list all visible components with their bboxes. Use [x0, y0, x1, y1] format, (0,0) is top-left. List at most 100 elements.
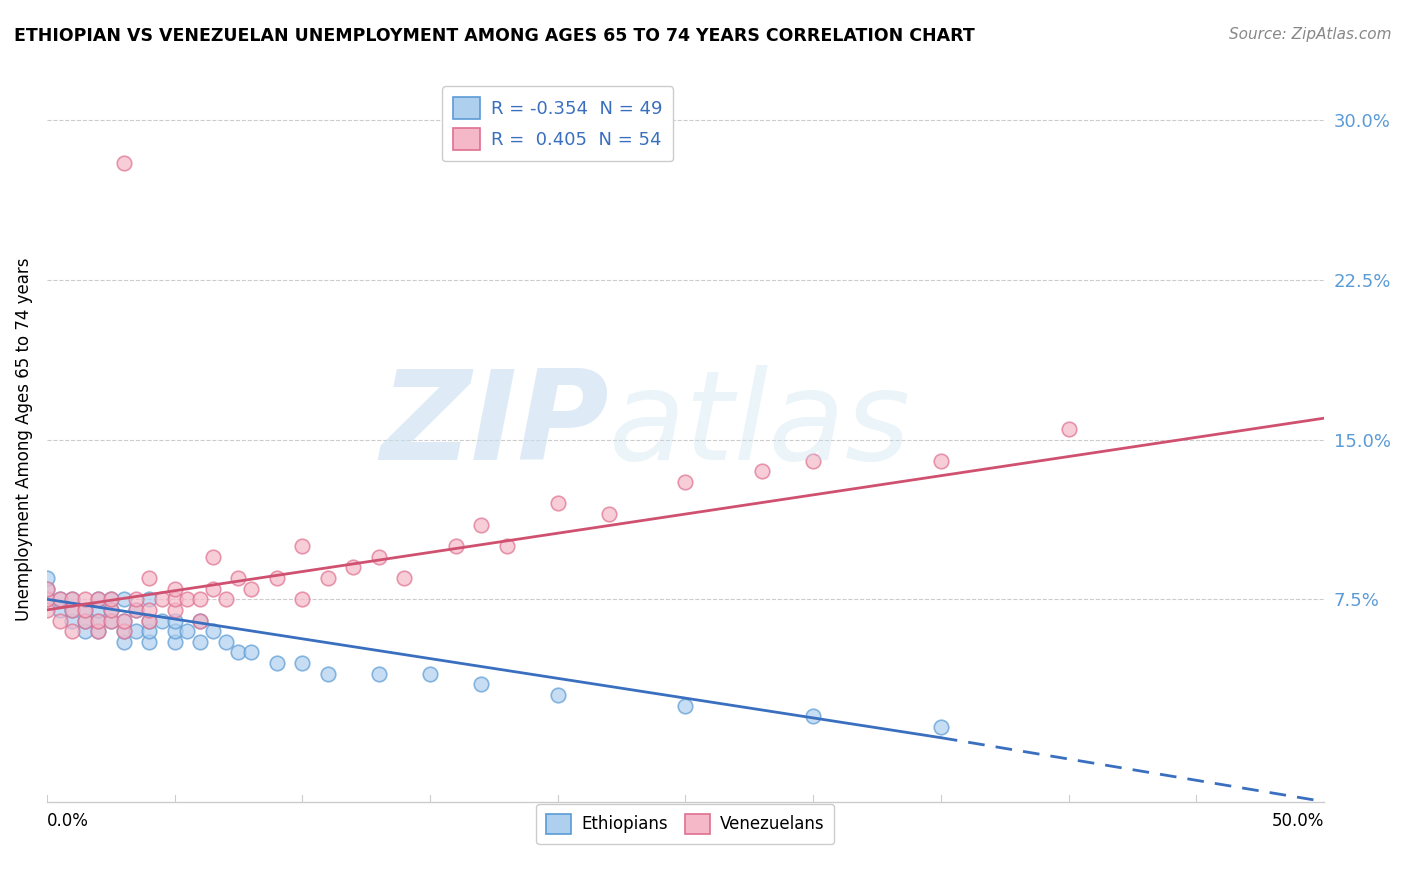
Y-axis label: Unemployment Among Ages 65 to 74 years: Unemployment Among Ages 65 to 74 years	[15, 258, 32, 621]
Point	[316, 666, 339, 681]
Point	[138, 571, 160, 585]
Point	[48, 592, 70, 607]
Point	[75, 592, 97, 607]
Point	[87, 592, 110, 607]
Point	[215, 592, 238, 607]
Point	[75, 603, 97, 617]
Point	[673, 475, 696, 489]
Point	[125, 603, 148, 617]
Point	[35, 603, 58, 617]
Point	[215, 635, 238, 649]
Point	[188, 614, 211, 628]
Point	[35, 592, 58, 607]
Point	[367, 549, 389, 564]
Point	[547, 496, 569, 510]
Point	[163, 614, 186, 628]
Point	[150, 614, 173, 628]
Point	[419, 666, 441, 681]
Point	[48, 614, 70, 628]
Point	[470, 677, 492, 691]
Point	[87, 624, 110, 639]
Point	[176, 624, 198, 639]
Point	[228, 645, 250, 659]
Point	[87, 603, 110, 617]
Text: ZIP: ZIP	[380, 365, 609, 485]
Point	[138, 603, 160, 617]
Point	[100, 603, 122, 617]
Text: 0.0%: 0.0%	[46, 813, 89, 830]
Point	[138, 614, 160, 628]
Point	[48, 603, 70, 617]
Point	[112, 614, 135, 628]
Text: atlas: atlas	[609, 365, 911, 485]
Point	[598, 507, 620, 521]
Point	[112, 624, 135, 639]
Point	[62, 603, 84, 617]
Point	[495, 539, 517, 553]
Point	[62, 592, 84, 607]
Point	[75, 614, 97, 628]
Point	[176, 592, 198, 607]
Point	[112, 624, 135, 639]
Point	[100, 592, 122, 607]
Point	[112, 635, 135, 649]
Point	[87, 624, 110, 639]
Point	[87, 614, 110, 628]
Point	[87, 614, 110, 628]
Point	[125, 603, 148, 617]
Point	[62, 624, 84, 639]
Point	[62, 592, 84, 607]
Point	[240, 645, 263, 659]
Point	[112, 155, 135, 169]
Point	[394, 571, 416, 585]
Point	[342, 560, 364, 574]
Point	[291, 592, 314, 607]
Point	[100, 592, 122, 607]
Point	[751, 465, 773, 479]
Point	[929, 720, 952, 734]
Point	[125, 592, 148, 607]
Point	[673, 698, 696, 713]
Point	[163, 582, 186, 596]
Point	[201, 624, 224, 639]
Point	[201, 582, 224, 596]
Point	[801, 454, 824, 468]
Point	[163, 635, 186, 649]
Point	[291, 539, 314, 553]
Point	[75, 614, 97, 628]
Point	[75, 624, 97, 639]
Point	[35, 571, 58, 585]
Point	[188, 614, 211, 628]
Point	[266, 571, 288, 585]
Point	[138, 614, 160, 628]
Point	[228, 571, 250, 585]
Point	[100, 614, 122, 628]
Point	[188, 592, 211, 607]
Point	[201, 549, 224, 564]
Point	[163, 603, 186, 617]
Point	[75, 603, 97, 617]
Point	[188, 635, 211, 649]
Point	[35, 582, 58, 596]
Point	[112, 614, 135, 628]
Point	[547, 688, 569, 702]
Point	[150, 592, 173, 607]
Point	[801, 709, 824, 723]
Point	[240, 582, 263, 596]
Point	[929, 454, 952, 468]
Point	[291, 656, 314, 670]
Point	[125, 624, 148, 639]
Point	[163, 592, 186, 607]
Text: Source: ZipAtlas.com: Source: ZipAtlas.com	[1229, 27, 1392, 42]
Point	[62, 614, 84, 628]
Point	[266, 656, 288, 670]
Point	[87, 592, 110, 607]
Point	[367, 666, 389, 681]
Text: ETHIOPIAN VS VENEZUELAN UNEMPLOYMENT AMONG AGES 65 TO 74 YEARS CORRELATION CHART: ETHIOPIAN VS VENEZUELAN UNEMPLOYMENT AMO…	[14, 27, 974, 45]
Text: 50.0%: 50.0%	[1271, 813, 1324, 830]
Point	[35, 592, 58, 607]
Point	[100, 603, 122, 617]
Point	[444, 539, 467, 553]
Point	[100, 614, 122, 628]
Point	[470, 517, 492, 532]
